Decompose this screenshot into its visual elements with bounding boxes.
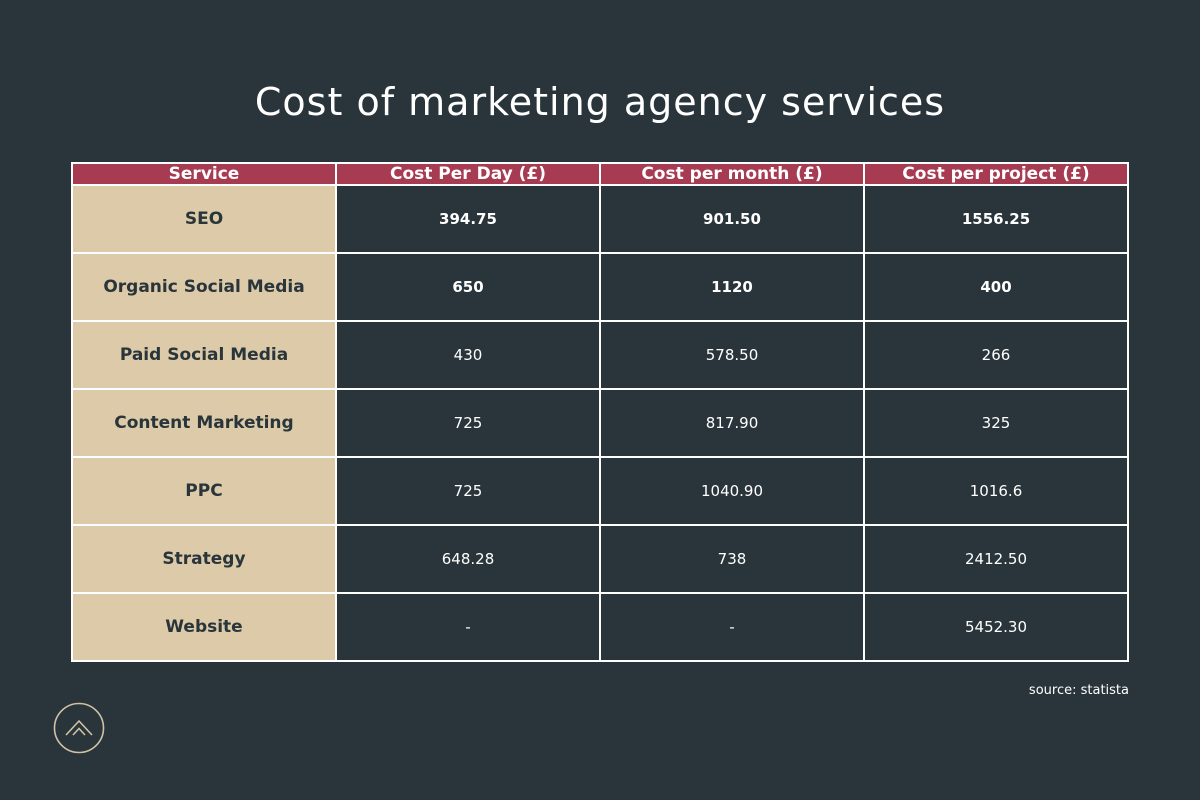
column-header-cost-per-day: Cost Per Day (£) <box>335 162 601 186</box>
cost-per-month-cell: 901.50 <box>599 184 865 254</box>
cost-per-project-cell: 2412.50 <box>863 524 1129 594</box>
cost-per-project-cell: 266 <box>863 320 1129 390</box>
cost-per-day-cell: 650 <box>335 252 601 322</box>
cost-per-month-cell: 817.90 <box>599 388 865 458</box>
service-cell: Organic Social Media <box>71 252 337 322</box>
service-cell: Paid Social Media <box>71 320 337 390</box>
cost-per-day-cell: 725 <box>335 456 601 526</box>
cost-per-day-cell: 725 <box>335 388 601 458</box>
cost-per-day-cell: 648.28 <box>335 524 601 594</box>
table-row: PPC 725 1040.90 1016.6 <box>71 456 1129 526</box>
table-row: Website - -5452.30 <box>71 592 1129 662</box>
source-note: source: statista <box>1028 683 1129 698</box>
table-row: SEO 394.75 901.50 1556.25 <box>71 184 1129 254</box>
table-row: Organic Social Media 650 1120 400 <box>71 252 1129 322</box>
table-header-row: Service Cost Per Day (£) Cost per month … <box>71 162 1129 186</box>
service-cell: SEO <box>71 184 337 254</box>
service-cell: PPC <box>71 456 337 526</box>
table-row: Content Marketing 725 817.90 325 <box>71 388 1129 458</box>
cost-per-project-cell: 400 <box>863 252 1129 322</box>
cost-per-day-cell: - <box>335 592 601 662</box>
table-body: SEO 394.75 901.50 1556.25 Organic Social Med… <box>71 184 1129 662</box>
column-header-cost-per-project: Cost per project (£) <box>863 162 1129 186</box>
cost-table: Service Cost Per Day (£) Cost per month … <box>71 162 1129 662</box>
cost-per-project-cell: 325 <box>863 388 1129 458</box>
service-cell: Strategy <box>71 524 337 594</box>
cost-per-month-cell: 1120 <box>599 252 865 322</box>
mountain-peak-icon <box>53 702 105 754</box>
cost-per-month-cell: - <box>599 592 865 662</box>
cost-per-month-cell: 738 <box>599 524 865 594</box>
service-cell: Website <box>71 592 337 662</box>
column-header-cost-per-month: Cost per month (£) <box>599 162 865 186</box>
table-row: Strategy 648.28 738 2412.50 <box>71 524 1129 594</box>
cost-per-project-cell: 5452.30 <box>863 592 1129 662</box>
cost-per-project-cell: 1016.6 <box>863 456 1129 526</box>
cost-per-day-cell: 394.75 <box>335 184 601 254</box>
table-row: Paid Social Media 430 578.50 266 <box>71 320 1129 390</box>
service-cell: Content Marketing <box>71 388 337 458</box>
cost-per-project-cell: 1556.25 <box>863 184 1129 254</box>
cost-per-month-cell: 578.50 <box>599 320 865 390</box>
cost-per-month-cell: 1040.90 <box>599 456 865 526</box>
column-header-service: Service <box>71 162 337 186</box>
chart-title: Cost of marketing agency services <box>254 80 946 124</box>
cost-per-day-cell: 430 <box>335 320 601 390</box>
